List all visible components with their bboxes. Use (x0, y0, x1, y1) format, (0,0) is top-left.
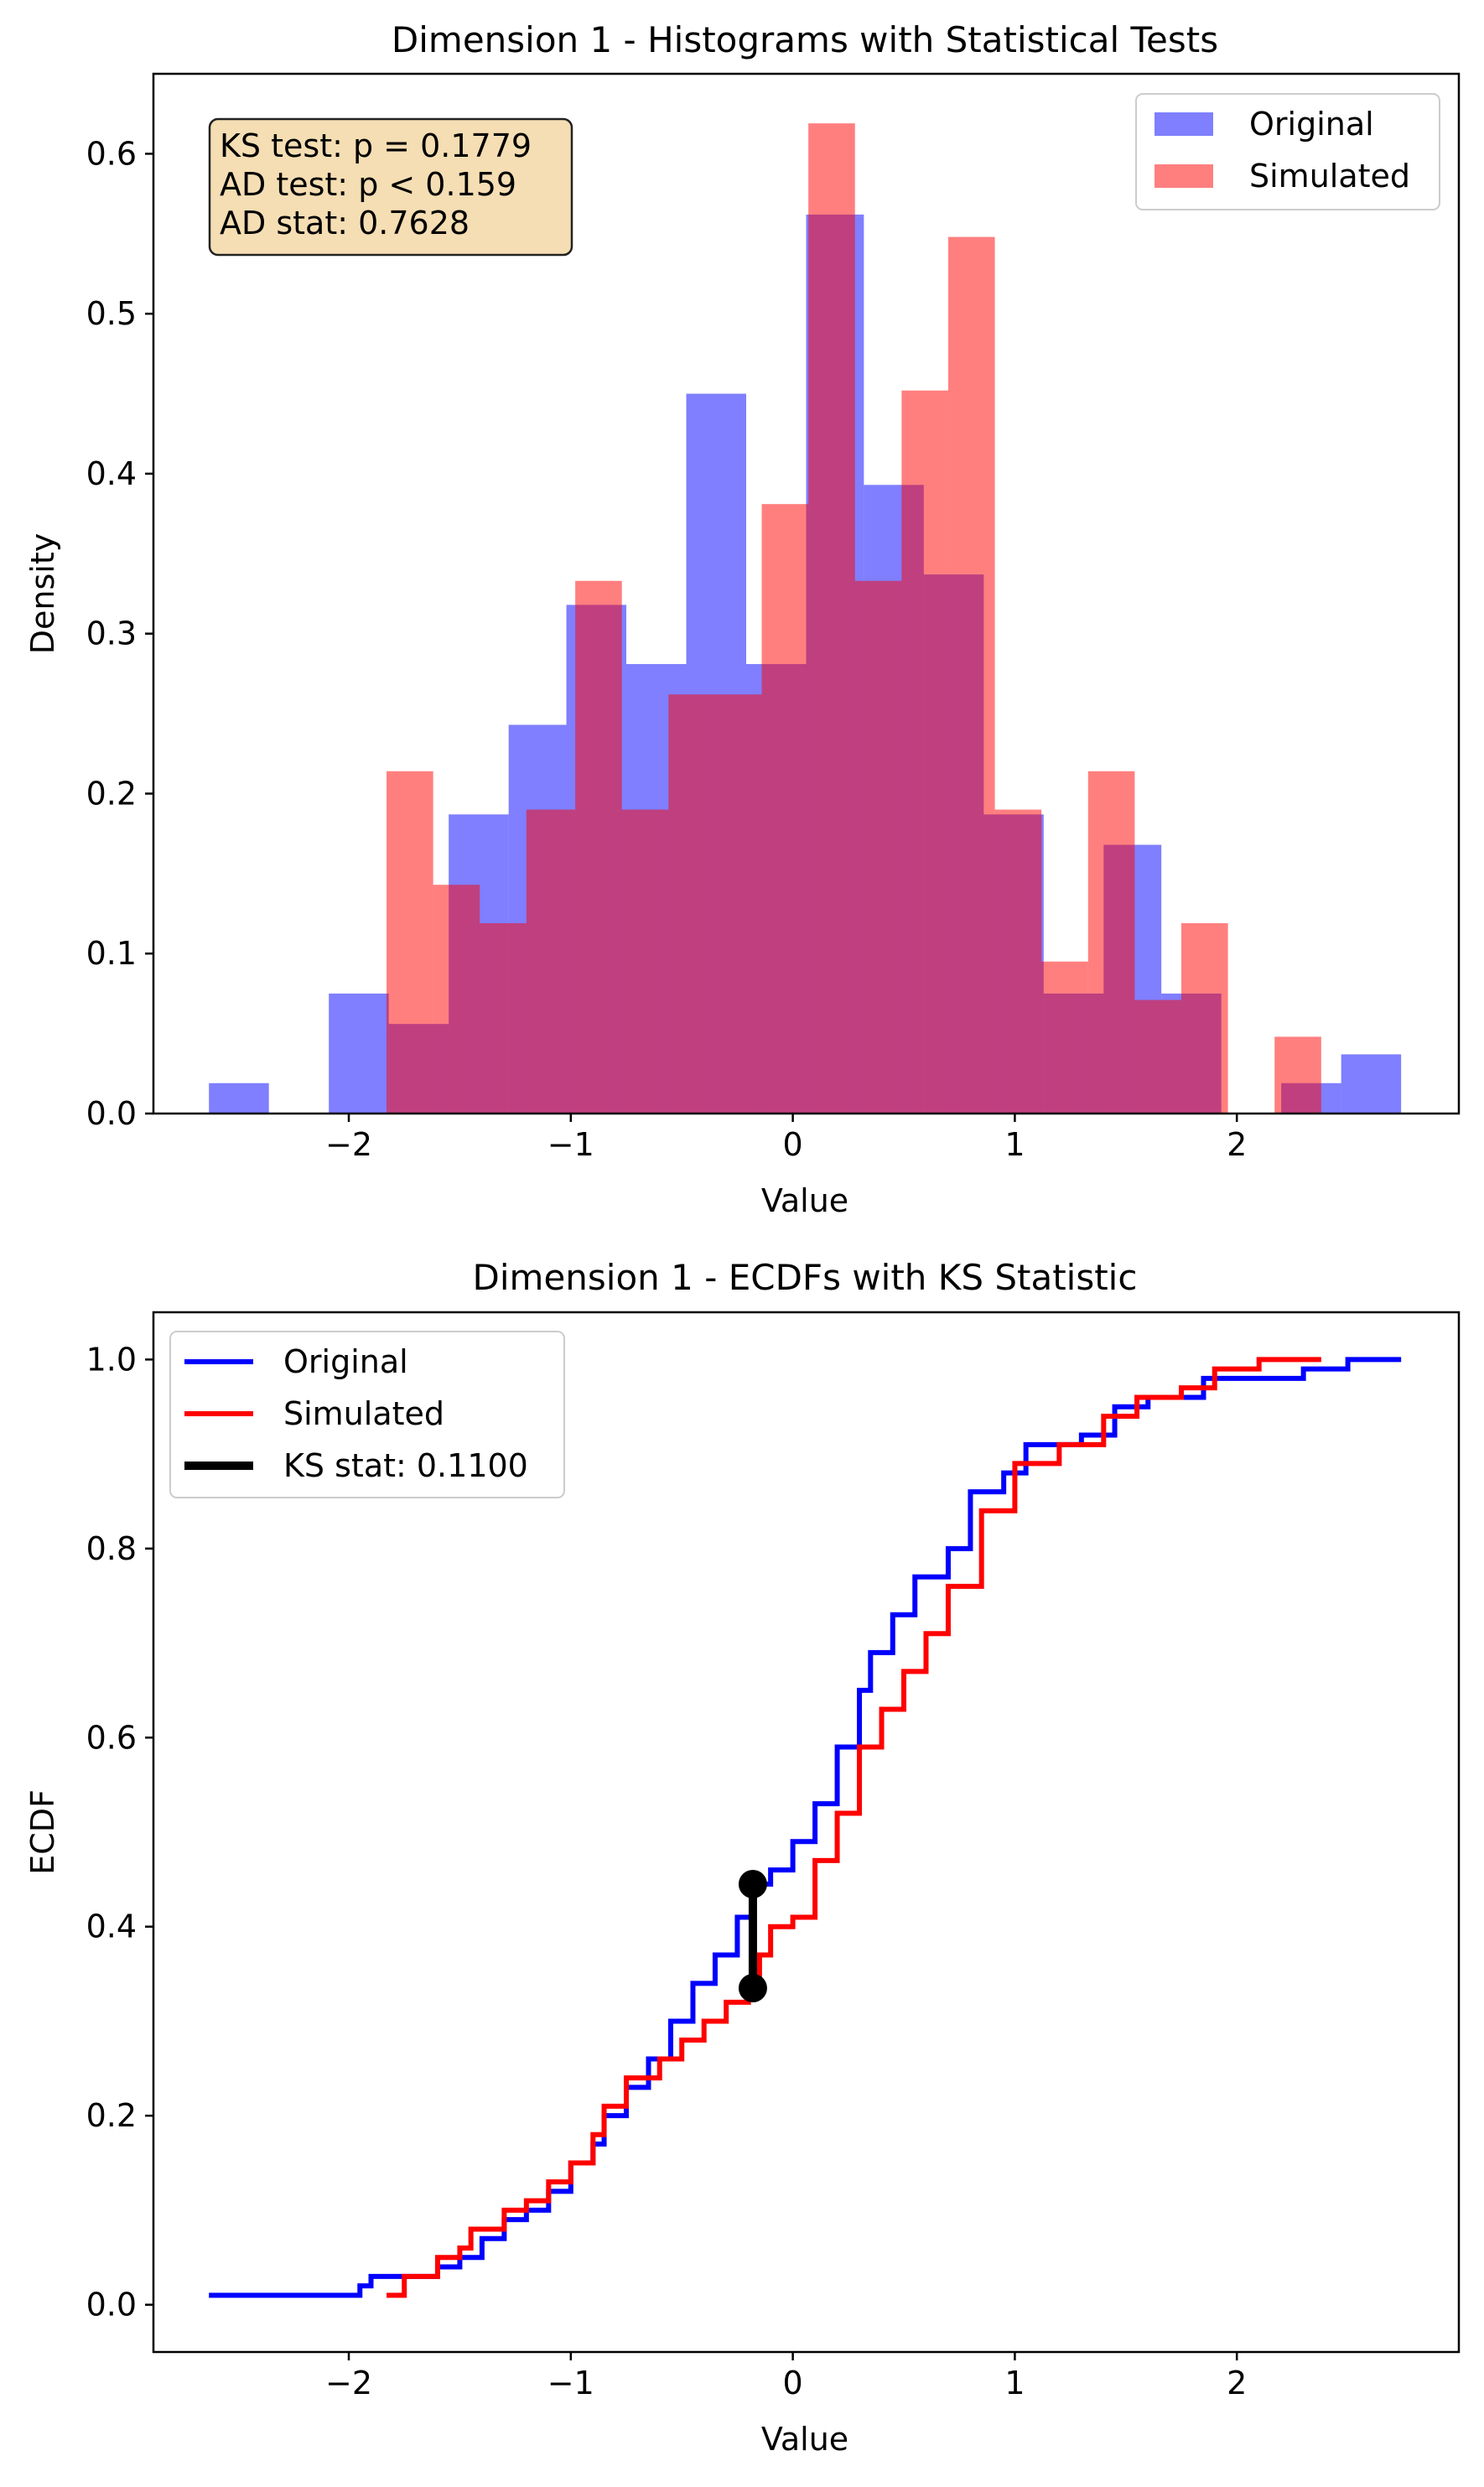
histogram-x-tick-label: −1 (547, 1126, 594, 1163)
simulated-histogram-bar (854, 580, 902, 1114)
simulated-ecdf-line (387, 1357, 1321, 2298)
histogram-y-tick-label: 0.6 (86, 135, 137, 172)
simulated-histogram-bar (575, 580, 622, 1114)
ecdf-y-ticks: 0.0 0.2 0.4 0.6 0.8 1.0 (86, 1341, 153, 2323)
simulated-histogram-bar (714, 694, 762, 1114)
ecdf-legend-label-original: Original (283, 1343, 408, 1380)
ad-stat-text: AD stat: 0.7628 (220, 205, 470, 241)
simulated-histogram-bar (668, 694, 715, 1114)
simulated-histogram-bar (808, 123, 855, 1114)
simulated-histogram-bar (1274, 1036, 1321, 1114)
histogram-y-tick-label: 0.2 (86, 775, 137, 812)
ecdf-y-tick-label: 0.8 (86, 1530, 137, 1567)
ecdf-y-tick-label: 1.0 (86, 1341, 137, 1378)
original-histogram-bar (1341, 1054, 1402, 1114)
ecdf-y-tick-label: 0.2 (86, 2097, 137, 2134)
simulated-bars (387, 123, 1321, 1114)
legend-label-simulated: Simulated (1249, 158, 1410, 195)
histogram-legend: Original Simulated (1135, 93, 1440, 210)
simulated-histogram-bar (1041, 961, 1088, 1114)
ecdf-plot-frame (152, 1311, 1461, 2354)
ks-statistic-marker (738, 1870, 767, 2002)
histogram-x-axis-label: Value (761, 1182, 848, 1219)
original-histogram-bar (209, 1083, 269, 1114)
simulated-histogram-bar (480, 922, 527, 1114)
simulated-histogram-bar (947, 236, 995, 1114)
ecdf-x-tick-label: 1 (1004, 2365, 1025, 2401)
histogram-y-tick-label: 0.1 (86, 935, 137, 972)
simulated-histogram-bar (1087, 771, 1135, 1114)
simulated-histogram-bar (621, 809, 669, 1114)
histogram-x-tick-label: 1 (1004, 1126, 1025, 1163)
histogram-chart: Dimension 1 - Histograms with Statistica… (24, 19, 1461, 1219)
ecdf-x-axis-label: Value (761, 2421, 848, 2458)
ks-upper-point (738, 1870, 767, 1898)
ks-lower-point (738, 1974, 767, 2002)
simulated-histogram-bar (433, 885, 480, 1114)
simulated-histogram-bar (761, 504, 809, 1114)
ecdf-y-tick-label: 0.0 (86, 2287, 137, 2323)
histogram-x-tick-label: −2 (325, 1126, 372, 1163)
ecdf-x-tick-label: 2 (1227, 2365, 1247, 2401)
legend-swatch-simulated (1155, 164, 1213, 188)
ecdf-x-tick-label: −2 (325, 2365, 372, 2401)
ks-test-text: KS test: p = 0.1779 (220, 127, 532, 164)
histogram-y-tick-label: 0.5 (86, 295, 137, 332)
ecdf-legend-label-ks-stat: KS stat: 0.1100 (283, 1447, 528, 1484)
stats-annotation-background (208, 117, 573, 257)
simulated-histogram-bar (387, 771, 433, 1114)
original-histogram-bar (329, 993, 389, 1114)
ecdf-x-ticks: −2 −1 0 1 2 (325, 2352, 1247, 2401)
histogram-x-ticks: −2 −1 0 1 2 (325, 1114, 1247, 1163)
ecdf-y-tick-label: 0.6 (86, 1719, 137, 1756)
simulated-histogram-bar (526, 809, 576, 1114)
ecdf-y-tick-label: 0.4 (86, 1908, 137, 1945)
ecdf-x-tick-label: 0 (783, 2365, 803, 2401)
simulated-histogram-bar (1181, 922, 1228, 1114)
ecdf-legend-frame (169, 1331, 565, 1498)
histogram-x-tick-label: 0 (783, 1126, 803, 1163)
histogram-y-axis-label: Density (24, 533, 61, 654)
histogram-y-ticks: 0.0 0.1 0.2 0.3 0.4 0.5 0.6 (86, 135, 153, 1132)
stats-annotation-box: KS test: p = 0.1779 AD test: p < 0.159 A… (208, 117, 573, 257)
histogram-title: Dimension 1 - Histograms with Statistica… (392, 19, 1218, 60)
ecdf-legend-label-simulated: Simulated (283, 1395, 444, 1432)
histogram-y-tick-label: 0.3 (86, 615, 137, 652)
legend-label-original: Original (1249, 106, 1374, 143)
ecdf-title: Dimension 1 - ECDFs with KS Statistic (473, 1257, 1138, 1298)
ecdf-legend: Original Simulated KS stat: 0.1100 (169, 1331, 565, 1498)
ad-test-text: AD test: p < 0.159 (220, 166, 516, 203)
ecdf-y-axis-label: ECDF (24, 1789, 61, 1875)
simulated-histogram-bar (994, 809, 1042, 1114)
legend-swatch-original (1155, 112, 1213, 136)
histogram-y-tick-label: 0.0 (86, 1095, 137, 1132)
simulated-histogram-bar (1134, 999, 1182, 1114)
ecdf-chart: Dimension 1 - ECDFs with KS Statistic −2… (24, 1257, 1461, 2458)
histogram-plot-frame (152, 72, 1461, 1115)
histogram-y-tick-label: 0.4 (86, 455, 137, 492)
histogram-x-tick-label: 2 (1227, 1126, 1247, 1163)
simulated-histogram-bar (901, 390, 948, 1114)
ecdf-x-tick-label: −1 (547, 2365, 594, 2401)
